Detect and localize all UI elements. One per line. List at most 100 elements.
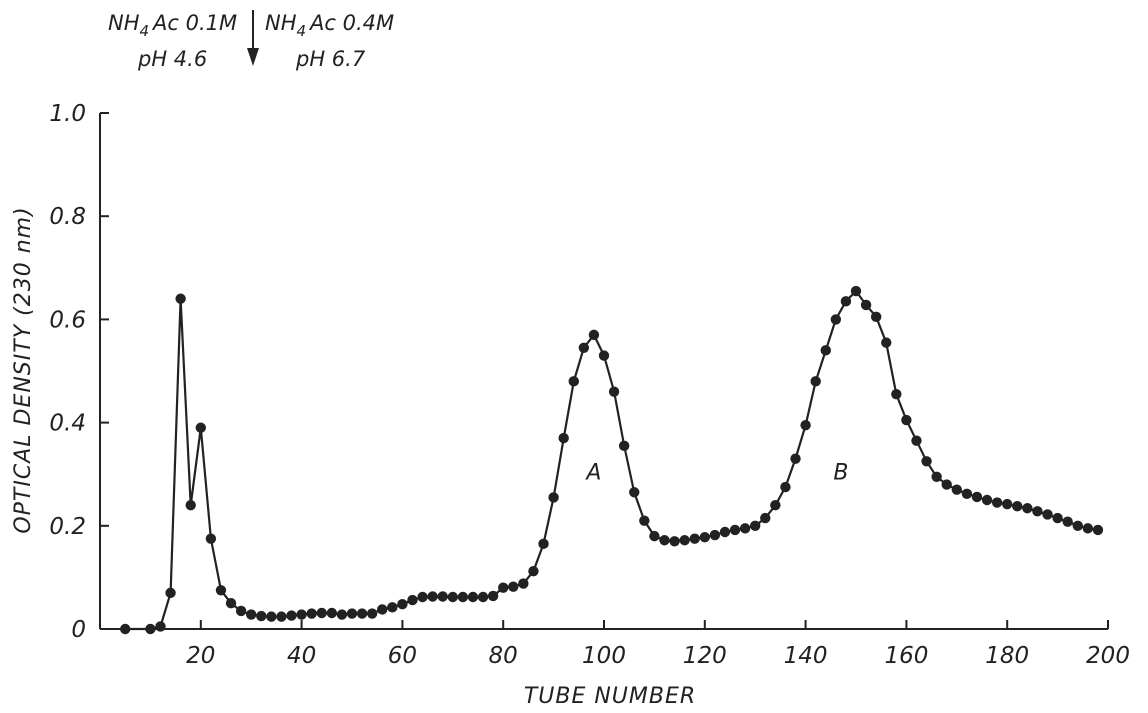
data-point — [467, 591, 479, 603]
data-point — [447, 591, 458, 603]
data-point — [830, 314, 842, 325]
y-axis-label: OPTICAL DENSITY (230 nm) — [11, 206, 36, 533]
data-point — [498, 582, 509, 593]
data-point — [568, 376, 579, 387]
data-point — [921, 456, 932, 467]
data-point — [649, 530, 660, 542]
axes — [99, 113, 1108, 630]
peak-label: A — [584, 460, 601, 485]
data-point — [1072, 520, 1083, 531]
data-point — [276, 611, 287, 622]
data-point — [870, 311, 882, 323]
buffer-right-line2: pH 6.7 — [295, 47, 366, 71]
data-point — [911, 435, 922, 446]
data-point — [588, 329, 600, 341]
x-tick-label: 140 — [784, 643, 828, 669]
data-point — [336, 609, 348, 620]
data-point — [427, 591, 438, 602]
data-point — [689, 533, 700, 544]
data-point — [1092, 524, 1104, 536]
data-point — [256, 610, 267, 622]
data-point — [699, 531, 710, 543]
data-point — [548, 492, 559, 503]
data-point — [659, 535, 670, 546]
x-axis-label: TUBE NUMBER — [524, 684, 696, 709]
x-tick-label: 40 — [287, 643, 316, 669]
data-point — [346, 608, 358, 619]
y-tick-label: 0.2 — [49, 514, 86, 540]
data-point — [155, 621, 166, 632]
data-point — [165, 587, 176, 599]
data-point — [840, 296, 852, 307]
data-point — [981, 494, 993, 506]
y-tick-label: 0.4 — [49, 411, 86, 437]
buffer-change-arrow — [247, 10, 259, 66]
data-point — [296, 609, 307, 620]
series-line — [125, 289, 1099, 631]
y-tick-label: 0.8 — [49, 204, 86, 230]
data-point — [175, 293, 186, 304]
data-point — [760, 512, 771, 524]
data-point — [891, 389, 902, 400]
data-point — [225, 598, 237, 609]
y-tick-label: 0.6 — [49, 307, 86, 333]
data-point — [195, 422, 206, 433]
data-point — [145, 623, 156, 635]
data-point — [608, 386, 620, 397]
data-point — [205, 533, 217, 544]
data-point — [669, 536, 680, 547]
data-point — [1002, 498, 1013, 510]
data-point — [316, 607, 327, 619]
x-tick-label: 180 — [985, 643, 1029, 669]
data-point — [820, 345, 831, 356]
data-point — [306, 608, 317, 619]
data-point — [477, 591, 489, 603]
data-point — [780, 481, 791, 493]
buffer-left-line2: pH 4.6 — [137, 47, 207, 71]
data-point — [629, 487, 640, 498]
data-point — [487, 590, 499, 602]
data-point — [860, 299, 872, 311]
x-tick-label: 120 — [683, 643, 727, 669]
data-point — [215, 585, 227, 596]
data-point — [1032, 506, 1043, 517]
data-point — [639, 515, 650, 526]
data-point — [538, 538, 549, 550]
data-point — [901, 414, 912, 426]
data-point — [246, 609, 257, 620]
data-point — [578, 342, 590, 353]
data-point — [800, 419, 811, 431]
data-point — [941, 479, 952, 490]
data-point — [558, 432, 569, 444]
x-tick-label: 200 — [1086, 643, 1130, 669]
data-point — [719, 526, 731, 538]
data-point — [1022, 503, 1033, 514]
x-tick-label: 60 — [388, 643, 417, 669]
data-point — [931, 471, 942, 482]
data-point — [790, 453, 801, 464]
data-point — [356, 608, 368, 619]
x-tick-label: 20 — [186, 643, 215, 669]
buffer-left-line1: NH4 Ac 0.1M — [108, 11, 237, 40]
arrow-head — [247, 48, 259, 66]
data-point — [1052, 512, 1063, 524]
y-tick-label: 0 — [71, 617, 86, 643]
data-point — [1012, 500, 1023, 512]
data-point — [951, 484, 962, 495]
data-point — [1062, 516, 1073, 527]
x-tick-label: 160 — [884, 643, 928, 669]
x-tick-label: 80 — [489, 643, 518, 669]
data-point — [1082, 523, 1094, 534]
data-point — [397, 599, 408, 610]
data-point — [366, 608, 378, 619]
data-point — [326, 607, 338, 619]
data-point — [770, 499, 781, 511]
data-point — [387, 602, 398, 613]
data-point — [850, 285, 862, 297]
data-point — [266, 611, 277, 622]
data-point — [679, 535, 690, 546]
data-point — [286, 610, 297, 621]
x-tick-label: 100 — [582, 643, 626, 669]
